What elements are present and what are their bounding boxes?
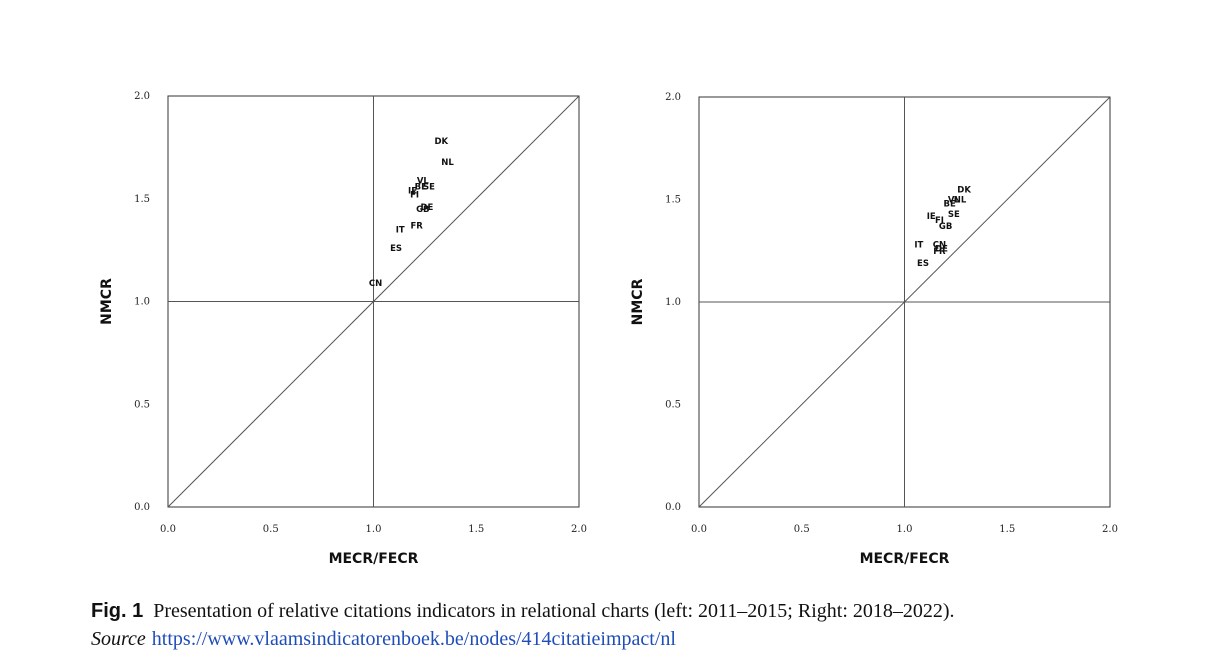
- diagonal-line: [167, 95, 580, 508]
- y-axis-title: NMCR: [630, 278, 646, 325]
- data-point-ie: IE: [408, 187, 417, 197]
- data-point-de: DE: [420, 203, 433, 213]
- data-point-es: ES: [917, 259, 929, 269]
- data-point-vl: VL: [417, 176, 430, 186]
- source-label: Source: [91, 628, 146, 650]
- data-point-vl: VL: [948, 196, 961, 206]
- data-point-se: SE: [423, 182, 435, 192]
- x-tick-label: 1.5: [999, 524, 1015, 535]
- data-point-gb: GB: [939, 222, 952, 232]
- y-tick-label: 0.0: [134, 502, 150, 513]
- x-tick-label: 1.5: [468, 524, 484, 535]
- chart-2: 0.0 0.5 1.0 1.5 2.0 0.0 0.5 1.0 1.5 2.0 MECR/FECR N…: [630, 92, 1118, 567]
- y-tick-label: 0.0: [665, 502, 681, 513]
- y-tick-label: 0.5: [665, 400, 681, 411]
- figure-label: Fig. 1: [91, 600, 144, 622]
- source-link[interactable]: https://www.vlaamsindicatorenboek.be/nod…: [151, 628, 676, 650]
- x-tick-label: 0.0: [691, 524, 707, 535]
- y-tick-label: 1.0: [134, 297, 150, 308]
- data-point-fr: FR: [933, 247, 946, 257]
- chart-1: 0.0 0.5 1.0 1.5 2.0 0.0 0.5 1.0 1.5 2.0 MECR/FECR N…: [99, 91, 587, 567]
- data-point-fr: FR: [410, 221, 423, 231]
- x-tick-label: 1.0: [897, 524, 913, 535]
- diagonal-line: [698, 96, 1111, 508]
- data-point-nl: NL: [954, 196, 967, 206]
- data-point-it: IT: [396, 226, 405, 236]
- data-point-de: DE: [935, 245, 948, 255]
- data-point-cn: CN: [369, 279, 382, 289]
- x-tick-label: 1.0: [366, 524, 382, 535]
- data-point-it: IT: [914, 241, 923, 251]
- x-axis-title: MECR/FECR: [329, 551, 419, 567]
- data-point-nl: NL: [441, 158, 454, 168]
- data-point-be: BE: [944, 200, 956, 210]
- y-tick-label: 1.5: [134, 194, 150, 205]
- x-tick-label: 0.5: [263, 524, 279, 535]
- data-point-ie: IE: [927, 212, 936, 222]
- data-point-es: ES: [390, 244, 402, 254]
- source-line: Source https://www.vlaamsindicatorenboek.…: [91, 625, 1201, 653]
- y-tick-label: 2.0: [665, 92, 681, 103]
- y-tick-label: 1.5: [665, 195, 681, 206]
- caption-line: Fig. 1 Presentation of relative citations…: [91, 597, 1201, 625]
- data-point-fi: FI: [935, 216, 944, 226]
- data-point-be: BE: [415, 182, 427, 192]
- data-point-se: SE: [948, 210, 960, 220]
- y-tick-label: 2.0: [134, 91, 150, 102]
- x-tick-label: 2.0: [1102, 524, 1118, 535]
- x-tick-label: 0.5: [794, 524, 810, 535]
- x-axis-title: MECR/FECR: [860, 551, 950, 567]
- x-tick-label: 0.0: [160, 524, 176, 535]
- charts-area: 0.0 0.5 1.0 1.5 2.0 0.0 0.5 1.0 1.5 2.0 MECR/FECR N…: [99, 91, 1118, 567]
- x-tick-label: 2.0: [571, 524, 587, 535]
- data-point-cn: CN: [933, 241, 946, 251]
- figure-caption: Fig. 1 Presentation of relative citations…: [91, 597, 1201, 653]
- data-point-dk: DK: [434, 137, 448, 147]
- data-point-gb: GB: [416, 205, 429, 215]
- y-axis-title: NMCR: [99, 278, 115, 325]
- caption-text: Presentation of relative citations indic…: [153, 600, 955, 622]
- data-point-fi: FI: [410, 191, 419, 201]
- data-point-dk: DK: [957, 185, 971, 195]
- y-tick-label: 0.5: [134, 399, 150, 410]
- y-tick-label: 1.0: [665, 297, 681, 308]
